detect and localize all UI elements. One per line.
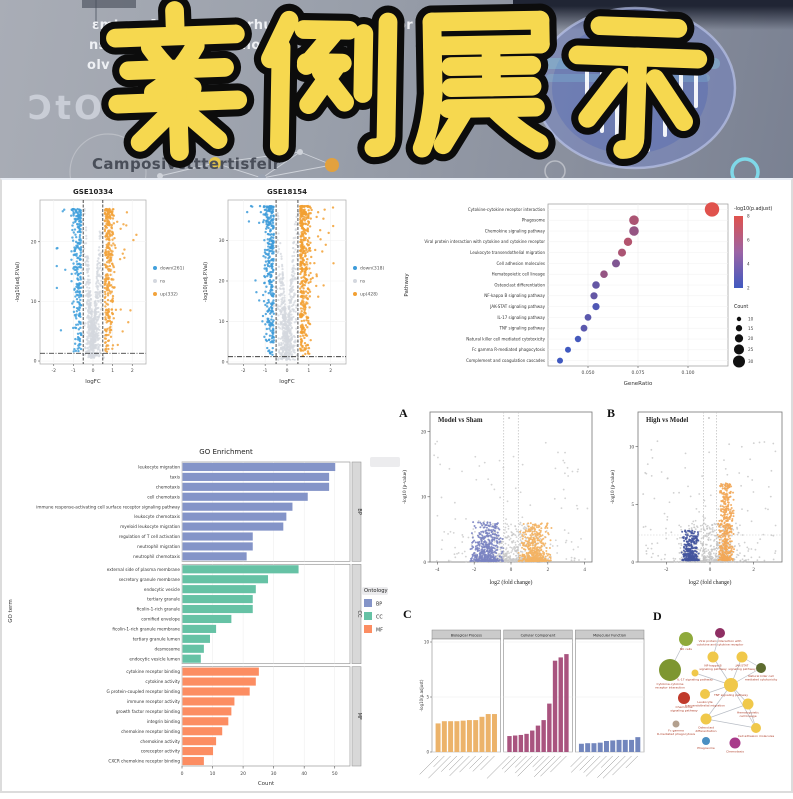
- svg-text:2: 2: [131, 368, 134, 374]
- svg-text:4: 4: [583, 568, 586, 573]
- svg-text:NF-kappa B signaling pathway: NF-kappa B signaling pathway: [484, 293, 545, 298]
- banner: ɛmtquoūnge rmli urhuk ws urtsmu or sisom…: [0, 0, 793, 178]
- svg-text:Viral protein interaction with: Viral protein interaction with cytokine …: [424, 239, 545, 244]
- svg-text:A: A: [399, 406, 408, 420]
- svg-text:logFC: logFC: [279, 379, 295, 385]
- svg-text:up(332): up(332): [160, 292, 178, 298]
- svg-text:-log10(adj.P.Val): -log10(adj.P.Val): [203, 262, 209, 302]
- svg-text:Cell adhesion molecules: Cell adhesion molecules: [497, 261, 546, 266]
- svg-text:0.050: 0.050: [582, 370, 595, 376]
- svg-text:-4: -4: [435, 568, 440, 573]
- svg-text:Osteoclast differentiation: Osteoclast differentiation: [494, 282, 545, 287]
- svg-text:10: 10: [748, 317, 754, 322]
- cyan-ring-icon: [732, 159, 758, 178]
- svg-text:Fc gamma R-mediated phagocytos: Fc gamma R-mediated phagocytosis: [472, 347, 545, 352]
- svg-text:-1: -1: [71, 368, 76, 374]
- svg-text:down(261): down(261): [160, 266, 184, 272]
- svg-text:down(318): down(318): [360, 266, 384, 272]
- svg-text:30: 30: [748, 359, 754, 364]
- svg-text:-2: -2: [241, 368, 246, 374]
- svg-text:GSE10334: GSE10334: [73, 188, 113, 196]
- svg-text:log2 (fold change): log2 (fold change): [490, 579, 533, 586]
- svg-text:Natural killer cell mediated c: Natural killer cell mediated cytotoxicit…: [466, 336, 545, 341]
- svg-text:10: 10: [31, 299, 37, 305]
- svg-text:2: 2: [547, 568, 550, 573]
- svg-text:Cytokine-cytokine receptor int: Cytokine-cytokine receptor interaction: [468, 207, 546, 212]
- svg-text:10: 10: [219, 319, 225, 325]
- volcano-plot-model-vs-sham: -4 -2 0 2 4 0 10 20 log2 (fold change) -log10 (p-…: [394, 400, 602, 592]
- svg-text:Hematopoietic cell lineage: Hematopoietic cell lineage: [492, 272, 546, 277]
- svg-text:0.100: 0.100: [682, 370, 695, 376]
- svg-text:1: 1: [307, 368, 310, 374]
- kegg-enrichment-dotplot: Cytokine-cytokine receptor interaction Ph…: [400, 194, 792, 392]
- svg-text:ns: ns: [160, 280, 166, 285]
- svg-text:8: 8: [747, 214, 750, 219]
- svg-text:Leukocyte transendothelial mig: Leukocyte transendothelial migration: [470, 250, 545, 255]
- svg-text:20: 20: [31, 239, 37, 245]
- svg-text:4: 4: [747, 262, 750, 267]
- svg-text:up(428): up(428): [360, 292, 378, 298]
- svg-text:Phagosome: Phagosome: [522, 218, 546, 223]
- svg-text:2: 2: [747, 286, 750, 291]
- svg-text:Model vs Sham: Model vs Sham: [438, 417, 483, 424]
- svg-text:TNF signaling pathway: TNF signaling pathway: [499, 326, 546, 331]
- svg-text:Complement and coagulation cas: Complement and coagulation cascades: [466, 358, 545, 363]
- svg-text:JAK-STAT signaling pathway: JAK-STAT signaling pathway: [489, 304, 545, 309]
- svg-text:2: 2: [329, 368, 332, 374]
- svg-text:0: 0: [424, 561, 427, 566]
- svg-text:IL-17 signaling pathway: IL-17 signaling pathway: [497, 315, 545, 320]
- svg-text:Count: Count: [734, 304, 748, 310]
- svg-text:-1: -1: [263, 368, 268, 374]
- svg-text:-2: -2: [472, 568, 477, 573]
- svg-text:0: 0: [222, 360, 225, 366]
- svg-text:-log10(adj.P.Val): -log10(adj.P.Val): [15, 262, 21, 302]
- svg-text:0: 0: [286, 368, 289, 374]
- svg-text:6: 6: [747, 238, 750, 243]
- svg-text:-log10(p.adjust): -log10(p.adjust): [734, 206, 772, 212]
- svg-text:10: 10: [421, 496, 427, 501]
- svg-text:Chemokine signaling pathway: Chemokine signaling pathway: [485, 228, 546, 233]
- svg-text:0: 0: [34, 359, 37, 365]
- svg-text:20: 20: [219, 279, 225, 285]
- svg-text:30: 30: [219, 238, 225, 244]
- svg-text:20: 20: [421, 430, 427, 435]
- svg-text:-log10 (p-value): -log10 (p-value): [401, 470, 408, 504]
- svg-text:logFC: logFC: [85, 379, 101, 385]
- svg-text:1: 1: [111, 368, 114, 374]
- svg-text:15: 15: [748, 326, 754, 331]
- svg-text:0: 0: [92, 368, 95, 374]
- svg-text:GSE18154: GSE18154: [267, 188, 307, 196]
- banner-title: [100, 0, 725, 178]
- svg-text:ns: ns: [360, 280, 366, 285]
- svg-text:-2: -2: [51, 368, 56, 374]
- svg-text:GeneRatio: GeneRatio: [624, 381, 653, 387]
- svg-text:0.075: 0.075: [632, 370, 645, 376]
- svg-text:Pathway: Pathway: [404, 273, 410, 297]
- svg-text:25: 25: [748, 347, 754, 352]
- svg-text:20: 20: [748, 336, 754, 341]
- svg-text:0: 0: [510, 568, 513, 573]
